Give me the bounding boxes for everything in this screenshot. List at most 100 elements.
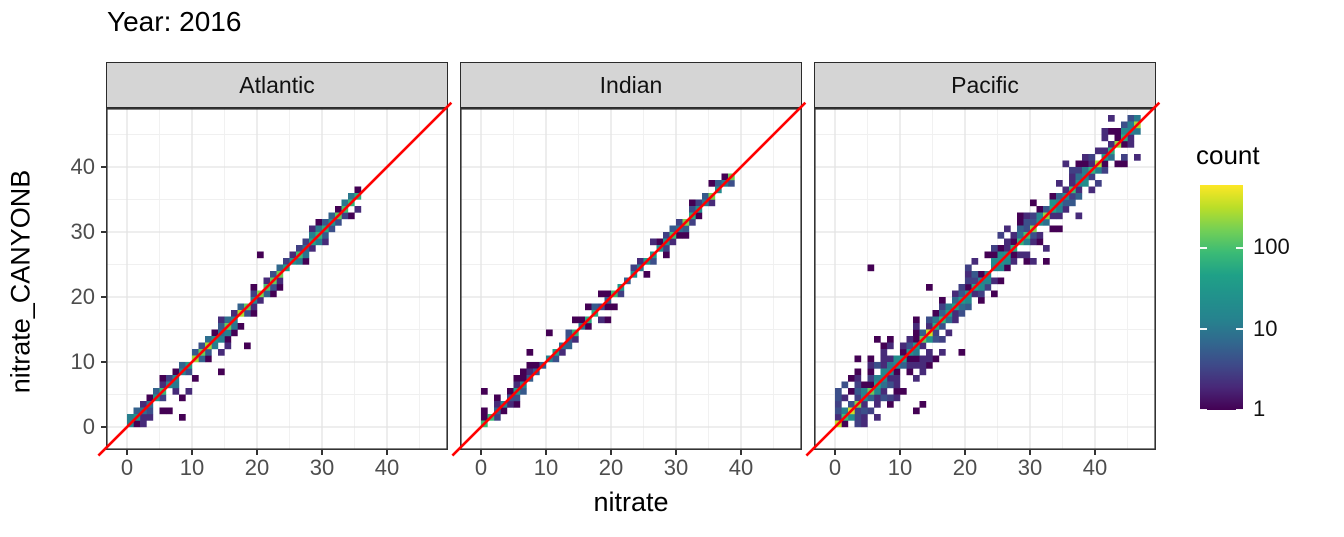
- bin: [887, 336, 894, 343]
- bin: [296, 258, 303, 265]
- bin: [848, 375, 855, 382]
- bin: [1056, 193, 1063, 200]
- bin: [906, 368, 914, 376]
- bin: [1043, 245, 1050, 252]
- bin: [861, 407, 868, 415]
- bin: [1010, 238, 1018, 246]
- legend-tick: [1236, 328, 1243, 330]
- legend-tick: [1200, 247, 1207, 250]
- bin: [218, 323, 225, 330]
- bin: [1017, 225, 1024, 233]
- bin: [140, 420, 147, 428]
- y-axis-title: nitrate_CANYONB: [5, 169, 36, 394]
- bin: [604, 290, 612, 298]
- bin: [1075, 186, 1083, 194]
- bin: [315, 225, 323, 233]
- bin: [1062, 160, 1070, 168]
- bin: [887, 375, 894, 382]
- bin: [913, 355, 920, 363]
- bin: [591, 303, 599, 311]
- bin: [689, 219, 696, 226]
- bin: [1108, 141, 1115, 148]
- bin: [1036, 232, 1044, 239]
- x-tick: [545, 450, 547, 455]
- legend-title: count: [1196, 140, 1260, 170]
- bin: [205, 355, 212, 363]
- bin: [913, 349, 920, 356]
- bin: [854, 407, 862, 415]
- bin: [997, 264, 1005, 272]
- bin: [179, 362, 186, 369]
- bin: [237, 323, 245, 330]
- bin: [179, 394, 186, 402]
- y-tick-label: 40: [70, 154, 95, 179]
- bin: [263, 277, 271, 285]
- bin: [1101, 147, 1109, 155]
- bin: [689, 206, 696, 213]
- bin: [481, 407, 488, 415]
- panel-pacific: [805, 101, 1161, 457]
- bin: [513, 401, 521, 408]
- bin: [880, 388, 888, 395]
- bin: [218, 316, 225, 324]
- panel-border: [814, 108, 1156, 450]
- bin: [166, 407, 173, 415]
- bin: [500, 407, 508, 415]
- bin: [728, 180, 735, 187]
- bin: [289, 251, 297, 259]
- bin: [841, 407, 849, 415]
- bin: [991, 251, 998, 259]
- bin: [887, 342, 894, 350]
- bin: [854, 381, 862, 389]
- bin: [1030, 219, 1037, 226]
- bin: [880, 355, 888, 363]
- bin: [1121, 160, 1128, 168]
- bin: [874, 336, 881, 343]
- bin: [708, 180, 716, 187]
- bin: [1056, 206, 1063, 213]
- bin: [887, 401, 894, 408]
- bin: [900, 388, 907, 395]
- bin: [952, 316, 959, 324]
- bin: [861, 401, 868, 408]
- bin: [971, 271, 979, 278]
- bin: [159, 381, 167, 389]
- bin: [1004, 264, 1011, 272]
- x-tick-label: 40: [1082, 455, 1108, 480]
- bin: [913, 362, 920, 369]
- bin: [341, 212, 349, 220]
- bin: [958, 349, 966, 356]
- bin: [224, 336, 232, 343]
- bin: [322, 232, 329, 239]
- bin: [585, 303, 592, 311]
- bin: [159, 407, 167, 415]
- bin: [322, 219, 329, 226]
- bin: [481, 388, 488, 395]
- bin: [1088, 160, 1096, 168]
- bin: [682, 225, 690, 233]
- bin: [250, 303, 258, 311]
- bin: [997, 232, 1005, 239]
- bin: [880, 381, 888, 389]
- bin: [237, 303, 245, 311]
- bin: [302, 251, 310, 259]
- legend-tick: [1200, 328, 1207, 330]
- bin: [906, 355, 914, 363]
- bin: [913, 329, 920, 337]
- bin: [867, 394, 875, 402]
- bin: [1134, 128, 1141, 135]
- bin: [643, 271, 651, 278]
- bin: [971, 290, 979, 298]
- bin: [1036, 212, 1044, 220]
- x-tick-label: 0: [474, 455, 488, 480]
- bin: [133, 407, 141, 415]
- bin: [932, 310, 940, 317]
- bin: [1049, 193, 1057, 200]
- bin: [520, 388, 527, 395]
- bin: [874, 388, 881, 395]
- bin: [900, 362, 907, 369]
- bin: [984, 277, 992, 285]
- bin: [140, 414, 147, 421]
- bin: [637, 258, 644, 265]
